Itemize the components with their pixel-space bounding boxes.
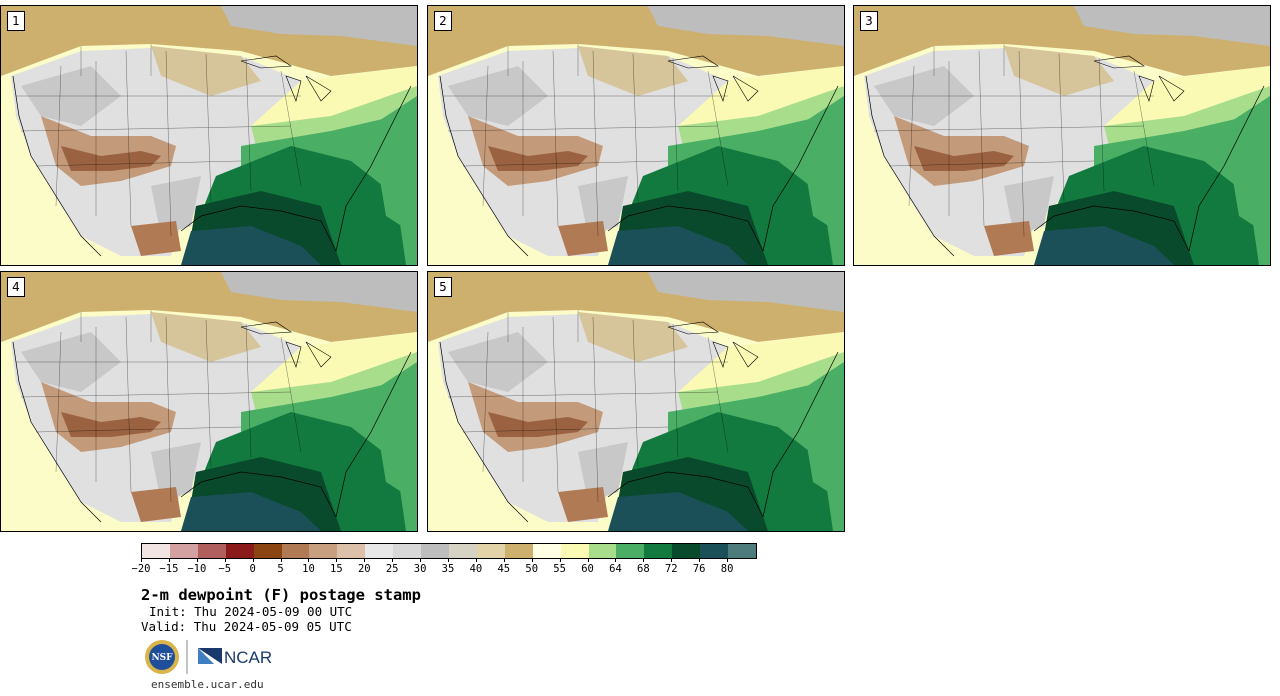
colorbar-tick-mark	[643, 559, 645, 562]
colorbar-tick-label: 64	[609, 563, 622, 575]
colorbar-tick-label: 60	[581, 563, 594, 575]
colorbar-swatch	[504, 544, 533, 558]
colorbar-tick-label: 25	[385, 563, 399, 575]
colorbar-tick-label: −10	[187, 563, 207, 575]
colorbar-tick-mark	[280, 559, 282, 562]
colorbar-tick-label: 45	[497, 563, 511, 575]
init-time: Init: Thu 2024-05-09 00 UTC	[149, 604, 353, 619]
colorbar-swatch	[616, 544, 645, 558]
colorbar-tick-mark	[727, 559, 729, 562]
nsf-logo: NSF	[145, 640, 179, 674]
colorbar-tick-label: 40	[469, 563, 483, 575]
ensemble-member-map-3: 3	[853, 5, 1271, 266]
colorbar-swatch	[253, 544, 282, 558]
colorbar-swatch	[532, 544, 561, 558]
valid-time: Valid: Thu 2024-05-09 05 UTC	[141, 619, 352, 634]
colorbar-tick-label: 20	[357, 563, 371, 575]
colorbar-tick-label: 76	[692, 563, 706, 575]
member-number-label: 3	[860, 11, 878, 31]
plot-title: 2-m dewpoint (F) postage stamp	[141, 586, 421, 604]
colorbar-swatch	[142, 544, 170, 558]
nsf-logo-text: NSF	[151, 653, 173, 663]
colorbar-tick-label: 50	[525, 563, 539, 575]
colorbar-tick-mark	[141, 559, 142, 562]
colorbar-tick-labels: −20 −15 −10 −5 0 5 10 15 20 25 30 35 40 45 50 55 60 64 68 7…	[132, 559, 755, 577]
colorbar-tick-mark	[587, 559, 589, 562]
member-number-label: 1	[7, 11, 25, 31]
colorbar-swatch	[476, 544, 505, 558]
member-number-label: 2	[434, 11, 452, 31]
colorbar-tick-mark	[336, 559, 338, 562]
dewpoint-map-5	[428, 272, 844, 531]
colorbar-tick-mark	[559, 559, 561, 562]
colorbar-tick-label: 80	[720, 563, 734, 575]
colorbar-tick-mark	[224, 559, 226, 562]
colorbar-tick-mark	[448, 559, 449, 562]
colorbar-tick-label: −15	[159, 563, 179, 575]
ensemble-member-map-1: 1	[0, 5, 418, 266]
colorbar-swatch	[560, 544, 589, 558]
colorbar-tick-mark	[168, 559, 170, 562]
colorbar-tick-label: 0	[249, 563, 256, 575]
ensemble-member-map-5: 5	[427, 271, 845, 532]
colorbar-tick-mark	[615, 559, 617, 562]
colorbar-swatch	[644, 544, 673, 558]
colorbar-tick-label: 55	[553, 563, 566, 575]
colorbar-swatch	[588, 544, 617, 558]
colorbar-tick-mark	[671, 559, 673, 562]
colorbar-tick-label: 10	[302, 563, 315, 575]
sponsor-logos: NSF NCAR	[145, 640, 272, 674]
dewpoint-map-3	[854, 6, 1270, 265]
colorbar-tick-mark	[531, 559, 533, 562]
dewpoint-map-2	[428, 6, 844, 265]
website-url[interactable]: ensemble.ucar.edu	[151, 678, 264, 691]
colorbar-swatch	[728, 544, 756, 558]
colorbar-tick-mark	[420, 559, 422, 562]
colorbar-tick-mark	[252, 559, 254, 562]
colorbar-swatch	[225, 544, 254, 558]
colorbar-tick-mark	[196, 559, 198, 562]
colorbar-swatch	[197, 544, 226, 558]
colorbar-swatch	[365, 544, 394, 558]
colorbar-tick-mark	[503, 559, 505, 562]
ncar-logo: NCAR	[198, 648, 272, 667]
colorbar-swatch	[421, 544, 449, 558]
colorbar-tick-label: 15	[330, 563, 343, 575]
dewpoint-map-1	[1, 6, 417, 265]
dewpoint-map-4	[1, 272, 417, 531]
colorbar-tick-mark	[699, 559, 701, 562]
colorbar-tick-label: 5	[277, 563, 284, 575]
colorbar-swatch	[393, 544, 422, 558]
colorbar-tick-mark	[475, 559, 477, 562]
colorbar-swatch	[169, 544, 198, 558]
colorbar-tick-mark	[392, 559, 394, 562]
colorbar-tick-label: 35	[441, 563, 455, 575]
colorbar-swatch	[448, 544, 477, 558]
colorbar-swatch	[309, 544, 338, 558]
ensemble-member-map-2: 2	[427, 5, 845, 266]
colorbar-tick-label: −20	[131, 563, 151, 575]
member-number-label: 5	[434, 277, 452, 297]
colorbar-tick-label: 30	[413, 563, 427, 575]
dewpoint-colorbar	[141, 543, 757, 559]
colorbar-tick-mark	[364, 559, 366, 562]
colorbar-swatch	[672, 544, 701, 558]
ensemble-member-map-4: 4	[0, 271, 418, 532]
colorbar-swatch	[700, 544, 729, 558]
colorbar-tick-label: 68	[637, 563, 650, 575]
colorbar-swatch	[337, 544, 366, 558]
colorbar-tick-label: −5	[218, 563, 232, 575]
colorbar-swatch	[281, 544, 310, 558]
colorbar-tick-label: 72	[664, 563, 678, 575]
member-number-label: 4	[7, 277, 25, 297]
ncar-logo-text: NCAR	[224, 648, 272, 667]
colorbar-tick-mark	[308, 559, 310, 562]
